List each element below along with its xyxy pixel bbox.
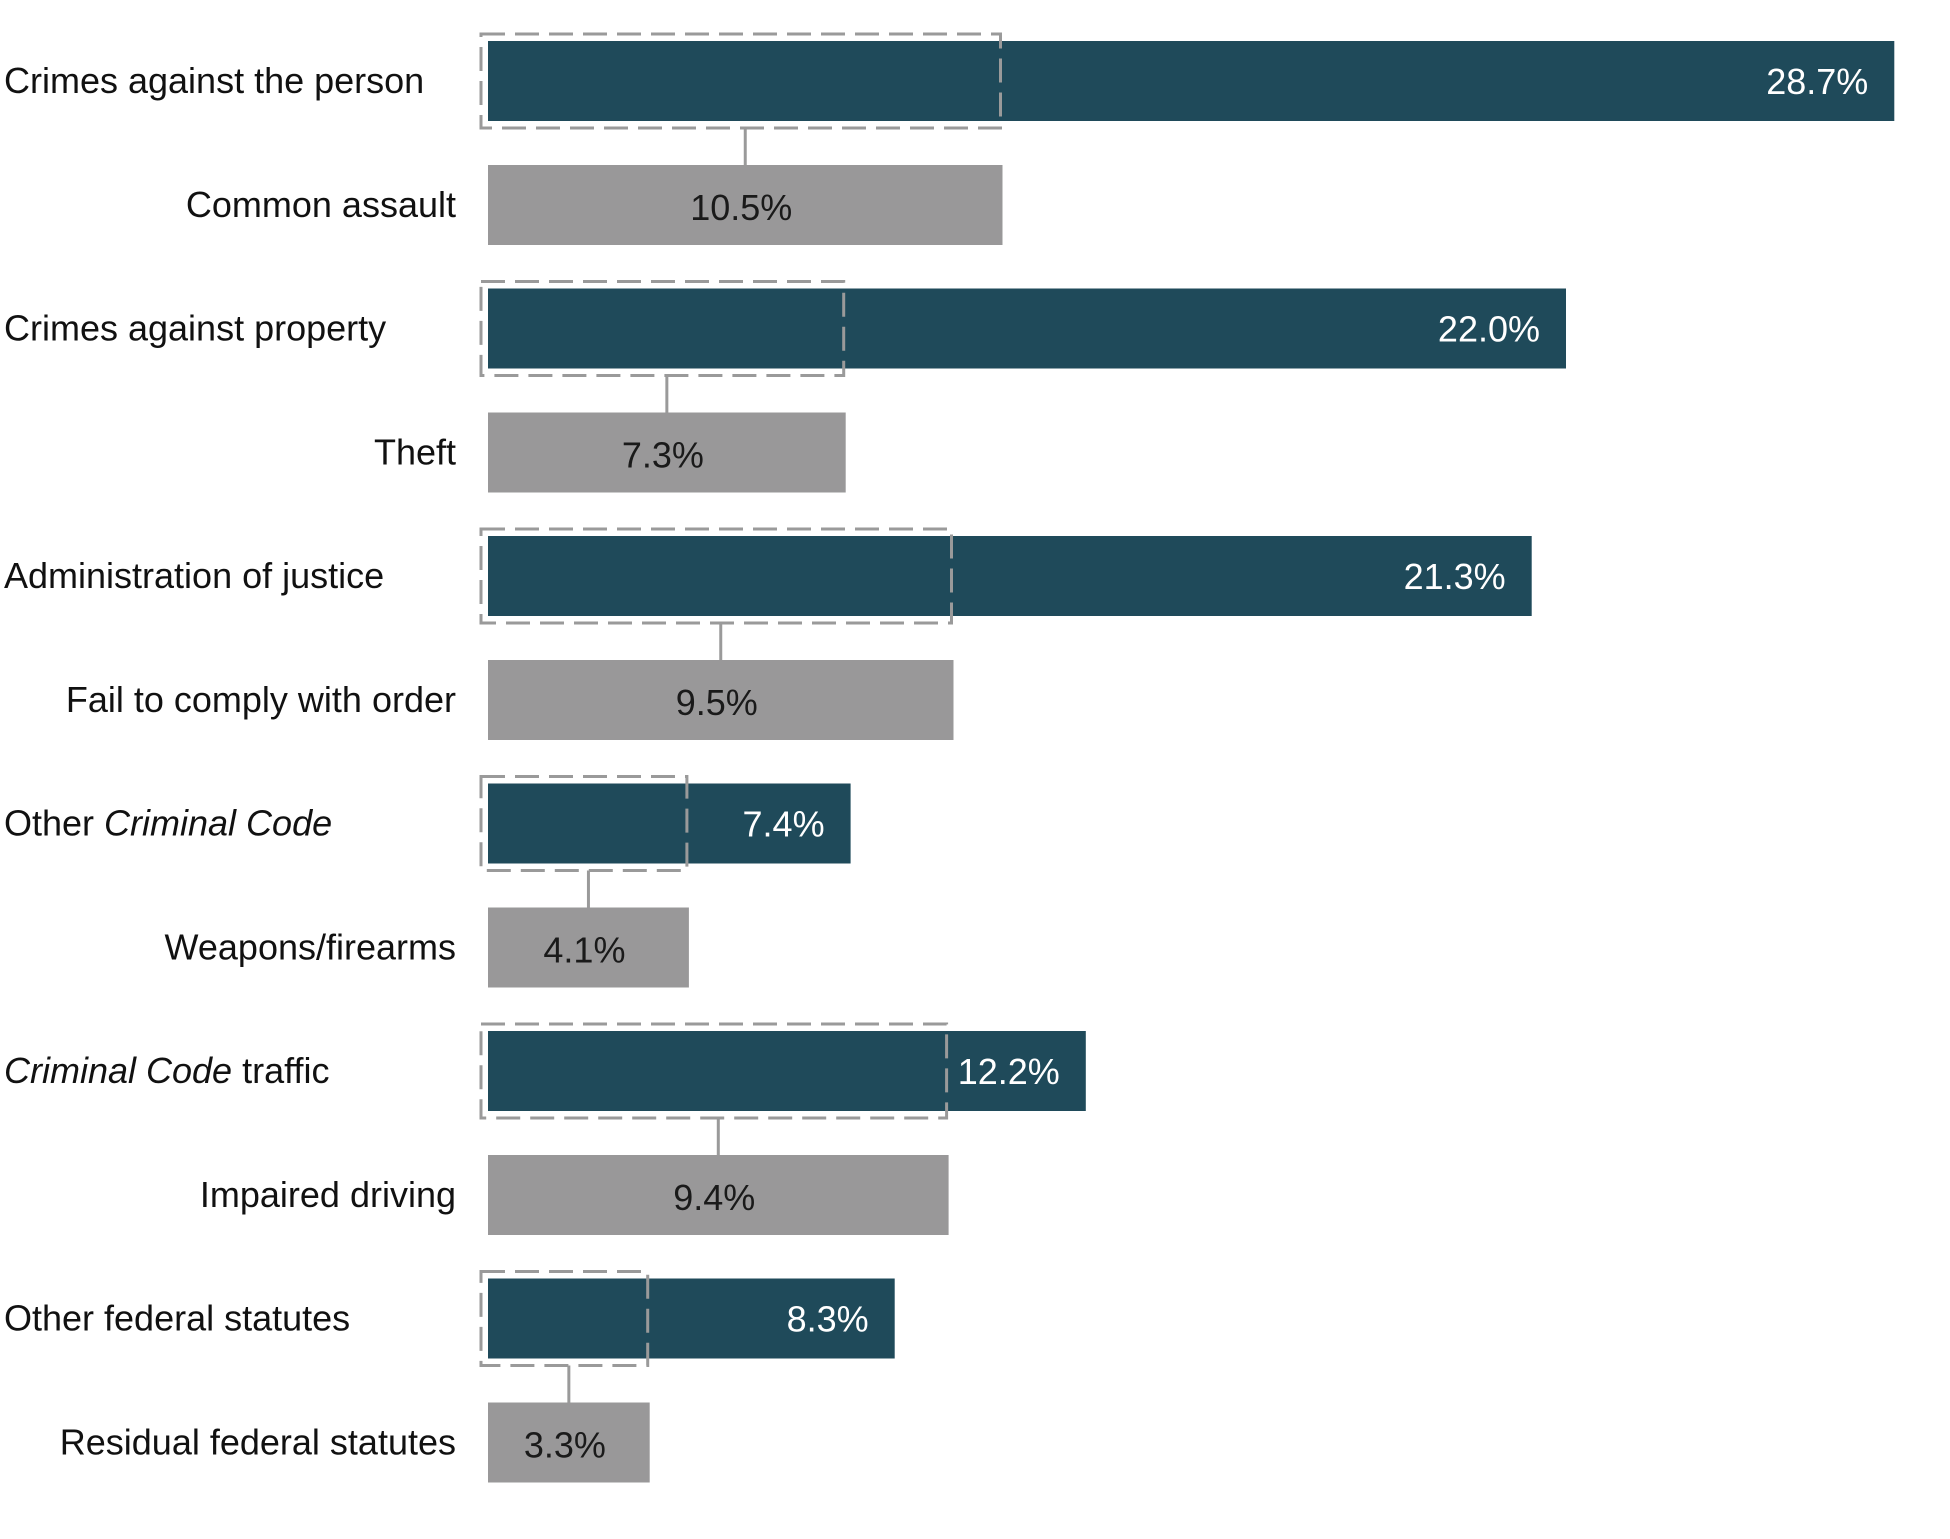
category-label: Administration of justice: [4, 555, 384, 596]
sub-category-label: Residual federal statutes: [60, 1422, 456, 1463]
sub-category-label: Fail to comply with order: [66, 679, 456, 720]
category-label: Other federal statutes: [4, 1298, 350, 1339]
sub-category-label: Theft: [374, 432, 456, 473]
sub-category-label: Impaired driving: [200, 1174, 456, 1215]
main-bar-value-label: 28.7%: [1766, 61, 1868, 102]
category-label-part: Other: [4, 803, 104, 844]
category-label-part: traffic: [232, 1050, 329, 1091]
main-bar: [488, 1031, 1086, 1111]
main-bar: [488, 783, 851, 864]
category-label: Crimes against property: [4, 308, 386, 349]
category-label-part: Crimes against property: [4, 308, 386, 349]
category-label-part: Criminal Code: [4, 1050, 232, 1091]
sub-bar-value-label: 9.5%: [676, 682, 758, 723]
sub-share-outline: [479, 280, 846, 377]
main-bar: [488, 536, 1532, 616]
sub-category-label: Weapons/firearms: [165, 927, 456, 968]
sub-share-outline: [479, 32, 1002, 130]
sub-bar: [488, 1155, 949, 1235]
sub-share-outline: [479, 1270, 650, 1367]
main-bar-value-label: 7.4%: [743, 804, 825, 845]
sub-bar-value-label: 9.4%: [673, 1177, 755, 1218]
sub-bar: [488, 907, 689, 988]
sub-category-label: Common assault: [186, 184, 456, 225]
category-label-part: Other federal statutes: [4, 1298, 350, 1339]
category-label: Criminal Code traffic: [4, 1050, 329, 1091]
main-bar: [488, 41, 1895, 121]
sub-bar-value-label: 10.5%: [690, 187, 792, 228]
sub-bar-value-label: 7.3%: [622, 435, 704, 476]
category-label-part: Crimes against the person: [4, 60, 424, 101]
sub-bar-value-label: 4.1%: [543, 930, 625, 971]
category-label-part: Criminal Code: [104, 803, 332, 844]
main-bar: [488, 288, 1566, 369]
category-label: Crimes against the person: [4, 60, 424, 101]
sub-bar: [488, 165, 1003, 245]
sub-bar-value-label: 3.3%: [524, 1425, 606, 1466]
category-label: Other Criminal Code: [4, 803, 332, 844]
sub-bar: [488, 660, 954, 740]
sub-share-outline: [479, 775, 689, 872]
sub-bar: [488, 1402, 650, 1483]
main-bar-value-label: 12.2%: [958, 1051, 1060, 1092]
main-bar-value-label: 22.0%: [1438, 309, 1540, 350]
main-bar-value-label: 8.3%: [787, 1299, 869, 1340]
category-label-part: Administration of justice: [4, 555, 384, 596]
main-bar-value-label: 21.3%: [1404, 556, 1506, 597]
sub-share-outline: [479, 1022, 949, 1120]
sub-share-outline: [479, 527, 953, 625]
sub-bar: [488, 412, 846, 493]
main-bar: [488, 1278, 895, 1359]
